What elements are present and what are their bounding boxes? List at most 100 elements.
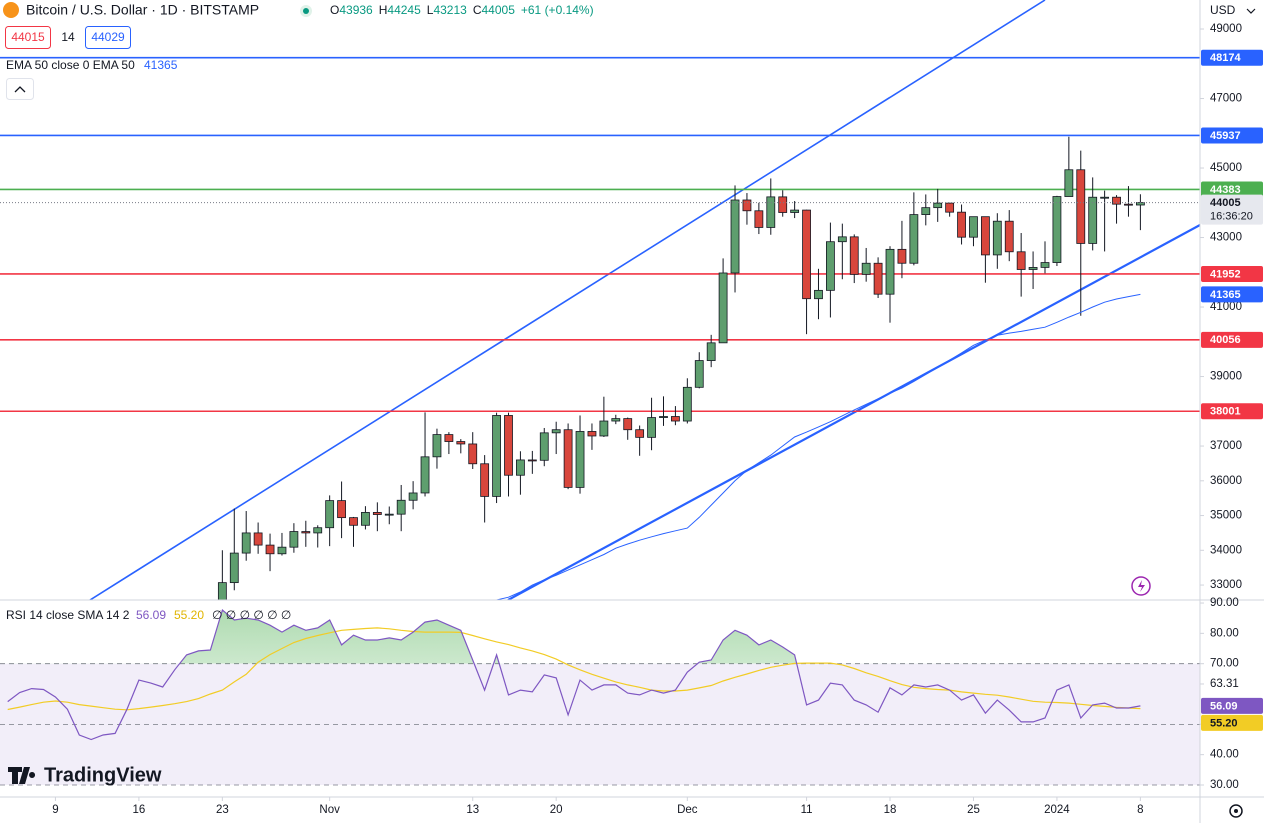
trend-line [89, 0, 1046, 600]
candle-body [921, 207, 931, 215]
ohlc-value: 44245 [387, 3, 421, 17]
bid: 44015 [11, 30, 45, 44]
candle-body [1088, 196, 1098, 244]
candle-body [969, 216, 978, 238]
ohlc-letter: H [379, 3, 388, 17]
x-tick-label: 25 [967, 804, 980, 816]
bid-box[interactable] [5, 26, 51, 49]
candle-body [706, 342, 716, 361]
ohlc-letter: L [427, 3, 434, 17]
candle-body [1016, 251, 1026, 270]
ohlc-letter: O [330, 3, 339, 17]
y-tick-label: 45000 [1210, 162, 1242, 174]
candle-body [277, 546, 287, 555]
ema-legend-value: 41365 [144, 58, 178, 72]
candle-body [682, 386, 692, 422]
candle-body [563, 429, 573, 488]
candle-body [361, 512, 370, 526]
candle-body [730, 199, 740, 274]
candle-body [742, 199, 752, 212]
candle-body [897, 248, 907, 264]
rsi-sma-line [7, 627, 1141, 711]
candle-body [492, 415, 501, 497]
candle-body [837, 236, 847, 243]
candle-body [480, 463, 490, 497]
last-price-bg [1201, 194, 1263, 225]
candle-body [432, 434, 442, 458]
candle-body [408, 492, 418, 501]
ema-legend: EMA 50 close 0 EMA 50 [6, 58, 135, 72]
candle-body [1076, 169, 1086, 244]
ohlc-value: 44005 [482, 3, 516, 17]
candle-body [754, 210, 764, 228]
candle-body [229, 552, 239, 584]
candle-body [861, 262, 871, 275]
x-tick-label: Dec [677, 804, 698, 816]
candle-body [349, 517, 358, 526]
countdown: 16:36:20 [1210, 211, 1253, 223]
spread: 14 [61, 30, 75, 44]
ema-label-bg [1201, 286, 1263, 303]
candle-body [766, 196, 776, 228]
candle-body [826, 241, 835, 291]
candle-body [611, 418, 621, 422]
level-label-bg [1201, 265, 1263, 282]
rsi-y-tick-label: 70.00 [1210, 658, 1239, 670]
candle-body [659, 416, 668, 418]
y-tick-label: 47000 [1210, 93, 1242, 105]
x-tick-label: 2024 [1044, 804, 1070, 816]
x-tick-label: 8 [1137, 804, 1143, 816]
trend-line [507, 224, 1200, 600]
chevron-icon [1246, 8, 1256, 14]
candle-body [992, 220, 1002, 256]
candle-body [802, 209, 811, 300]
ask: 44029 [91, 30, 125, 44]
level-label: 41952 [1210, 268, 1241, 280]
candle-body [1040, 262, 1050, 268]
candle-body [265, 544, 275, 555]
candle-body [527, 459, 537, 462]
rsi-sma-label-bg [1201, 714, 1263, 731]
ask-box[interactable] [85, 26, 131, 49]
candle-body [384, 513, 394, 516]
candle-body [420, 456, 430, 494]
y-tick-label: 43000 [1210, 232, 1242, 244]
rsi-legend: RSI 14 close SMA 14 2 [6, 608, 130, 622]
rsi-y-tick-label: 30.00 [1210, 779, 1239, 791]
candle-body [551, 429, 561, 434]
candle-body [99, 798, 107, 801]
axes: 33000 34000 35000 36000 37000 39000 41000 43000… [52, 23, 1263, 816]
candle-body [217, 582, 227, 600]
btc-icon [3, 2, 19, 18]
candle-body [933, 202, 943, 209]
currency-button[interactable] [1204, 0, 1262, 22]
candle-body [372, 512, 382, 515]
status-dot [303, 8, 309, 14]
candle-body [301, 531, 311, 534]
level-label: 48174 [1210, 52, 1241, 64]
brand: TradingView [44, 764, 162, 786]
settings-icon[interactable] [1229, 804, 1243, 818]
collapse-button[interactable] [6, 78, 34, 100]
candle-body [885, 248, 895, 295]
y-tick-label: 33000 [1210, 579, 1242, 591]
candle-body [849, 236, 859, 275]
candle-body [909, 214, 919, 264]
ohlc-readout: O43936 H44245 L43213 C44005 +61 (+0.14%) [330, 3, 594, 17]
candle-body [587, 431, 597, 437]
level-label: 44383 [1210, 184, 1241, 196]
x-tick-label: 13 [466, 804, 479, 816]
candle-body [504, 415, 513, 476]
x-tick-label: 20 [550, 804, 563, 816]
candle-body [241, 532, 251, 554]
ohlc-value: 43936 [339, 3, 373, 17]
last-price-label: 44005 [1210, 197, 1241, 209]
candle-body [444, 434, 454, 442]
rsi-icons: ∅ ∅ ∅ ∅ ∅ ∅ [212, 608, 291, 622]
candle-body [456, 441, 466, 445]
level-label-bg [1201, 403, 1263, 420]
ohlc-value: 43213 [433, 3, 467, 17]
rsi-line [7, 608, 1141, 741]
